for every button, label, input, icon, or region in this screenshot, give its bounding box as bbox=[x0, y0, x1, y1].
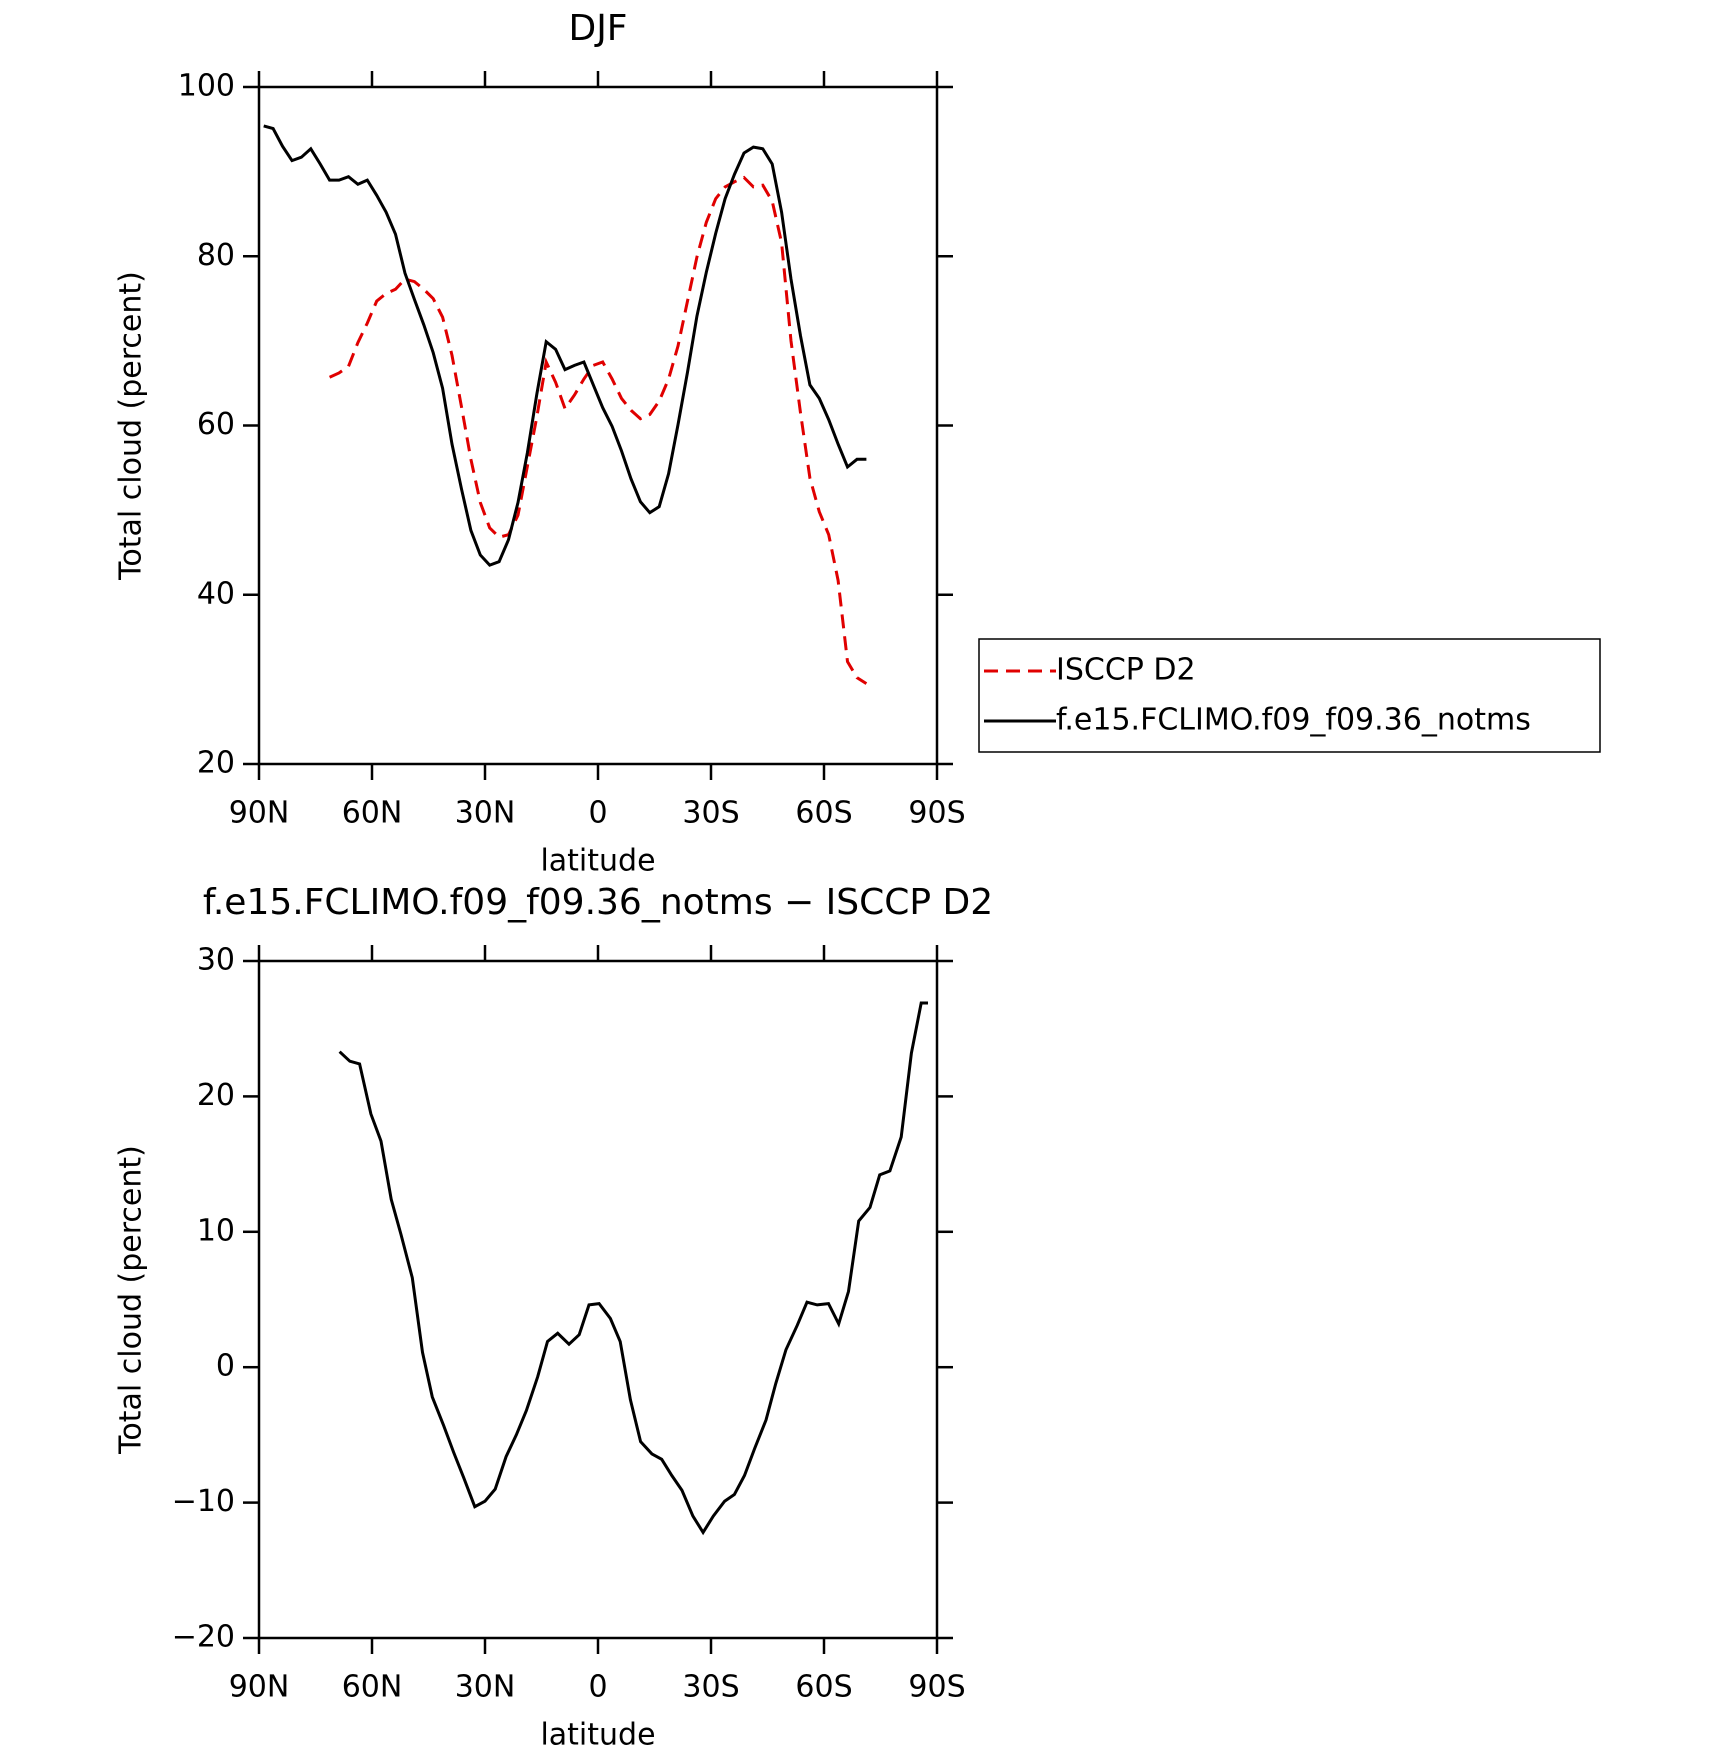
legend-label: ISCCP D2 bbox=[1056, 653, 1196, 688]
y-tick-label: 20 bbox=[197, 746, 235, 781]
y-tick-label: 30 bbox=[197, 943, 235, 978]
data-line bbox=[338, 1001, 928, 1536]
y-tick-label: 100 bbox=[178, 69, 235, 104]
x-tick-label: 90N bbox=[229, 796, 290, 831]
y-tick-label: 0 bbox=[216, 1349, 235, 1384]
x-tick-label: 30S bbox=[682, 1670, 739, 1705]
x-tick-label: 60N bbox=[342, 796, 403, 831]
legend-label: f.e15.FCLIMO.f09_f09.36_notms bbox=[1056, 703, 1531, 738]
x-tick-label: 90S bbox=[908, 1670, 965, 1705]
y-axis-label: Total cloud (percent) bbox=[114, 271, 149, 581]
plot-frame bbox=[257, 85, 939, 766]
x-tick-label: 60S bbox=[795, 796, 852, 831]
x-tick-label: 30S bbox=[682, 796, 739, 831]
legend-box bbox=[978, 638, 1601, 753]
x-tick-label: 0 bbox=[588, 796, 607, 831]
chart-title: f.e15.FCLIMO.f09_f09.36_notms − ISCCP D2 bbox=[203, 882, 993, 923]
y-tick-label: 40 bbox=[197, 576, 235, 611]
x-tick-label: 60S bbox=[795, 1670, 852, 1705]
y-axis-label: Total cloud (percent) bbox=[114, 1145, 149, 1455]
plot-frame bbox=[257, 959, 939, 1640]
x-tick-label: 90S bbox=[908, 796, 965, 831]
y-tick-label: 80 bbox=[197, 238, 235, 273]
y-tick-label: 60 bbox=[197, 407, 235, 442]
y-tick-label: −10 bbox=[172, 1484, 235, 1519]
x-tick-label: 30N bbox=[455, 1670, 516, 1705]
chart-title: DJF bbox=[568, 8, 627, 49]
y-tick-label: 20 bbox=[197, 1078, 235, 1113]
x-axis-label: latitude bbox=[540, 844, 655, 879]
data-line bbox=[263, 124, 867, 567]
y-tick-label: −20 bbox=[172, 1620, 235, 1655]
y-tick-label: 10 bbox=[197, 1213, 235, 1248]
x-tick-label: 30N bbox=[455, 796, 516, 831]
x-tick-label: 90N bbox=[229, 1670, 290, 1705]
x-tick-label: 60N bbox=[342, 1670, 403, 1705]
x-axis-label: latitude bbox=[540, 1718, 655, 1753]
x-tick-label: 0 bbox=[588, 1670, 607, 1705]
data-line bbox=[328, 175, 868, 685]
